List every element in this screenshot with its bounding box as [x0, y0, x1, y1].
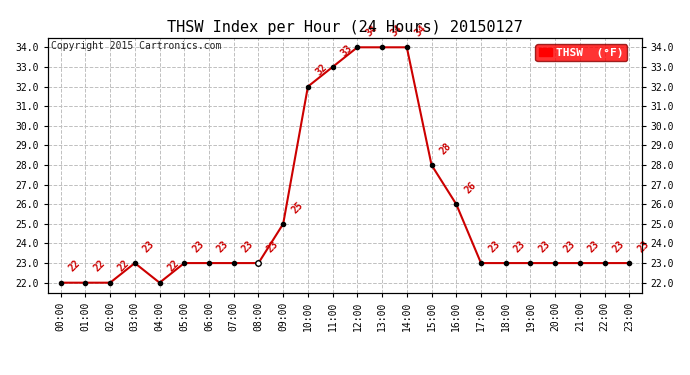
Text: 23: 23 — [190, 239, 206, 254]
Text: 23: 23 — [265, 239, 280, 254]
Text: 23: 23 — [240, 239, 255, 254]
Text: 32: 32 — [314, 62, 329, 78]
Text: 23: 23 — [562, 239, 577, 254]
Text: 23: 23 — [141, 239, 157, 254]
Text: 23: 23 — [512, 239, 527, 254]
Text: Copyright 2015 Cartronics.com: Copyright 2015 Cartronics.com — [51, 41, 221, 51]
Text: 23: 23 — [537, 239, 552, 254]
Text: 22: 22 — [92, 258, 107, 274]
Title: THSW Index per Hour (24 Hours) 20150127: THSW Index per Hour (24 Hours) 20150127 — [167, 20, 523, 35]
Text: 23: 23 — [635, 239, 651, 254]
Text: 23: 23 — [586, 239, 602, 254]
Text: 22: 22 — [117, 258, 132, 274]
Text: 28: 28 — [437, 141, 453, 156]
Text: 26: 26 — [462, 180, 477, 195]
Text: 34: 34 — [364, 23, 379, 39]
Text: 22: 22 — [166, 258, 181, 274]
Text: 25: 25 — [289, 200, 305, 215]
Text: 23: 23 — [215, 239, 230, 254]
Text: 23: 23 — [487, 239, 502, 254]
Text: 34: 34 — [388, 23, 404, 39]
Text: 33: 33 — [339, 43, 354, 58]
Text: 22: 22 — [67, 258, 82, 274]
Text: 34: 34 — [413, 23, 428, 39]
Legend: THSW  (°F): THSW (°F) — [535, 44, 627, 61]
Text: 23: 23 — [611, 239, 626, 254]
